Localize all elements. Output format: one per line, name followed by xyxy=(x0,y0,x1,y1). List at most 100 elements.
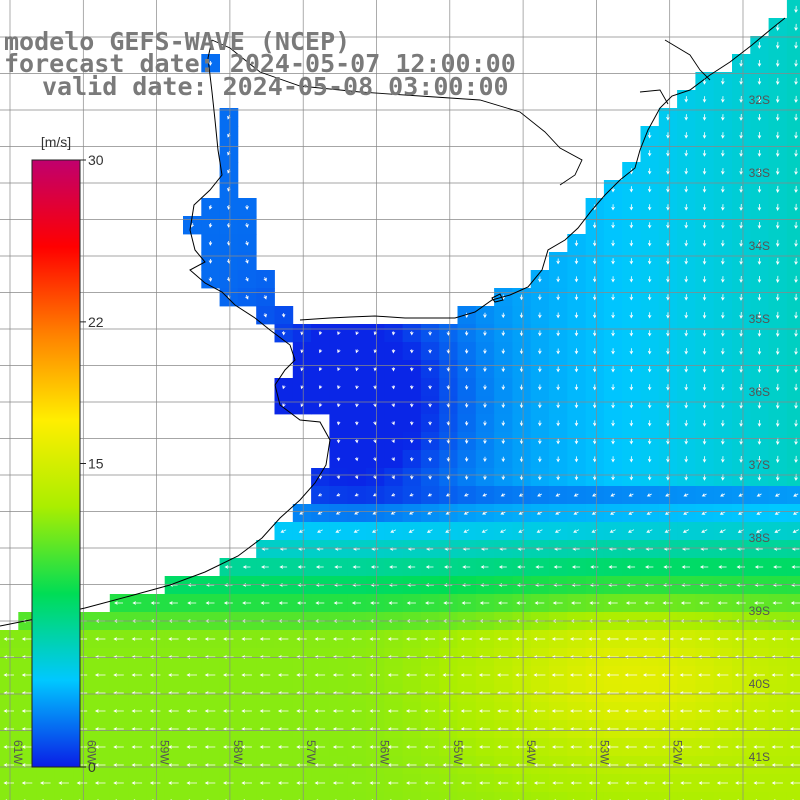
wind-arrow xyxy=(775,437,780,445)
wind-arrow xyxy=(661,727,674,731)
wind-arrow xyxy=(223,673,234,677)
wind-arrow xyxy=(573,493,579,497)
wind-arrow xyxy=(298,529,305,533)
wind-arrow xyxy=(682,529,690,533)
wind-arrow xyxy=(698,709,711,713)
wind-arrow xyxy=(790,781,800,785)
wind-arrow xyxy=(642,673,656,677)
wind-arrow xyxy=(498,583,508,587)
wind-arrow xyxy=(387,727,399,731)
wind-arrow xyxy=(790,601,800,605)
wind-arrow xyxy=(481,529,488,533)
wind-arrow xyxy=(337,349,341,354)
wind-speed-cell xyxy=(256,792,275,800)
wind-arrow xyxy=(702,366,707,373)
wind-arrow xyxy=(351,709,362,713)
wind-arrow xyxy=(391,421,395,426)
wind-arrow xyxy=(113,763,124,767)
wind-arrow xyxy=(739,311,743,319)
wind-arrow xyxy=(337,367,341,372)
wind-arrow xyxy=(684,240,689,247)
wind-arrow xyxy=(592,276,597,283)
wind-arrow xyxy=(483,420,487,427)
wind-arrow xyxy=(592,258,597,265)
wind-arrow xyxy=(647,330,652,337)
wind-arrow xyxy=(538,384,542,391)
wind-arrow xyxy=(757,239,762,247)
latitude-label: 34S xyxy=(749,239,770,253)
wind-arrow xyxy=(186,637,197,641)
wind-arrow xyxy=(390,511,396,515)
wind-arrow xyxy=(534,601,545,605)
wind-arrow xyxy=(611,438,615,445)
longitude-label: 60W xyxy=(84,740,98,765)
wind-arrow xyxy=(702,132,707,139)
wind-arrow xyxy=(352,565,361,569)
wind-arrow xyxy=(483,312,487,319)
wind-arrow xyxy=(680,601,691,605)
wind-arrow xyxy=(571,583,581,587)
wind-arrow xyxy=(497,781,509,785)
wind-arrow xyxy=(716,745,729,749)
wind-arrow xyxy=(149,655,161,659)
wind-arrow xyxy=(498,565,507,569)
wind-speed-cell xyxy=(786,252,800,271)
wind-speed-cell xyxy=(786,162,800,181)
wind-arrow xyxy=(702,294,707,301)
wind-arrow xyxy=(354,457,359,462)
wind-arrow xyxy=(537,493,542,497)
wind-arrow xyxy=(314,673,326,677)
wind-speed-cell xyxy=(366,792,385,800)
wind-arrow xyxy=(208,240,213,246)
wind-arrow xyxy=(756,493,762,497)
wind-arrow xyxy=(556,294,560,301)
wind-arrow xyxy=(611,402,615,409)
wind-arrow xyxy=(791,583,800,587)
wind-speed-cell xyxy=(274,792,294,800)
wind-arrow xyxy=(497,673,509,677)
wind-arrow xyxy=(460,655,472,659)
wind-arrow xyxy=(684,366,689,373)
wind-arrow xyxy=(556,420,560,427)
wind-arrow xyxy=(277,763,289,767)
wind-arrow xyxy=(297,583,306,587)
country-border-inland xyxy=(211,39,583,186)
wind-arrow xyxy=(113,745,124,749)
wind-arrow xyxy=(533,727,546,731)
wind-arrow xyxy=(698,655,711,659)
wind-arrow xyxy=(446,367,451,372)
wind-arrow xyxy=(555,511,561,515)
wind-speed-cell xyxy=(786,126,800,145)
wind-arrow xyxy=(442,745,454,749)
wind-speed-cell xyxy=(786,144,800,163)
wind-speed-cell xyxy=(786,522,800,541)
wind-arrow xyxy=(281,313,286,318)
wind-arrow xyxy=(114,601,123,605)
wind-arrow xyxy=(355,385,359,390)
wind-arrow xyxy=(501,456,506,463)
wind-arrow xyxy=(592,222,597,229)
wind-arrow xyxy=(132,601,142,605)
wind-arrow xyxy=(113,673,124,677)
wind-arrow xyxy=(609,529,616,533)
wind-arrow xyxy=(187,601,197,605)
wind-arrow xyxy=(628,493,634,497)
wind-arrow xyxy=(355,367,359,372)
wind-arrow xyxy=(794,455,798,463)
wind-arrow xyxy=(168,763,179,767)
wind-arrow xyxy=(519,312,524,319)
wind-arrow xyxy=(702,258,707,265)
wind-arrow xyxy=(355,421,359,426)
wind-speed-cell xyxy=(786,342,800,361)
wind-arrow xyxy=(515,727,527,731)
wind-arrow xyxy=(428,349,432,354)
latitude-label: 41S xyxy=(749,750,770,764)
wind-arrow xyxy=(775,203,780,211)
wind-arrow xyxy=(227,132,231,138)
wind-arrow xyxy=(666,276,670,283)
wind-arrow xyxy=(699,583,709,587)
wind-arrow xyxy=(570,763,582,767)
wind-speed-cell xyxy=(786,198,800,217)
wind-arrow xyxy=(611,420,615,427)
